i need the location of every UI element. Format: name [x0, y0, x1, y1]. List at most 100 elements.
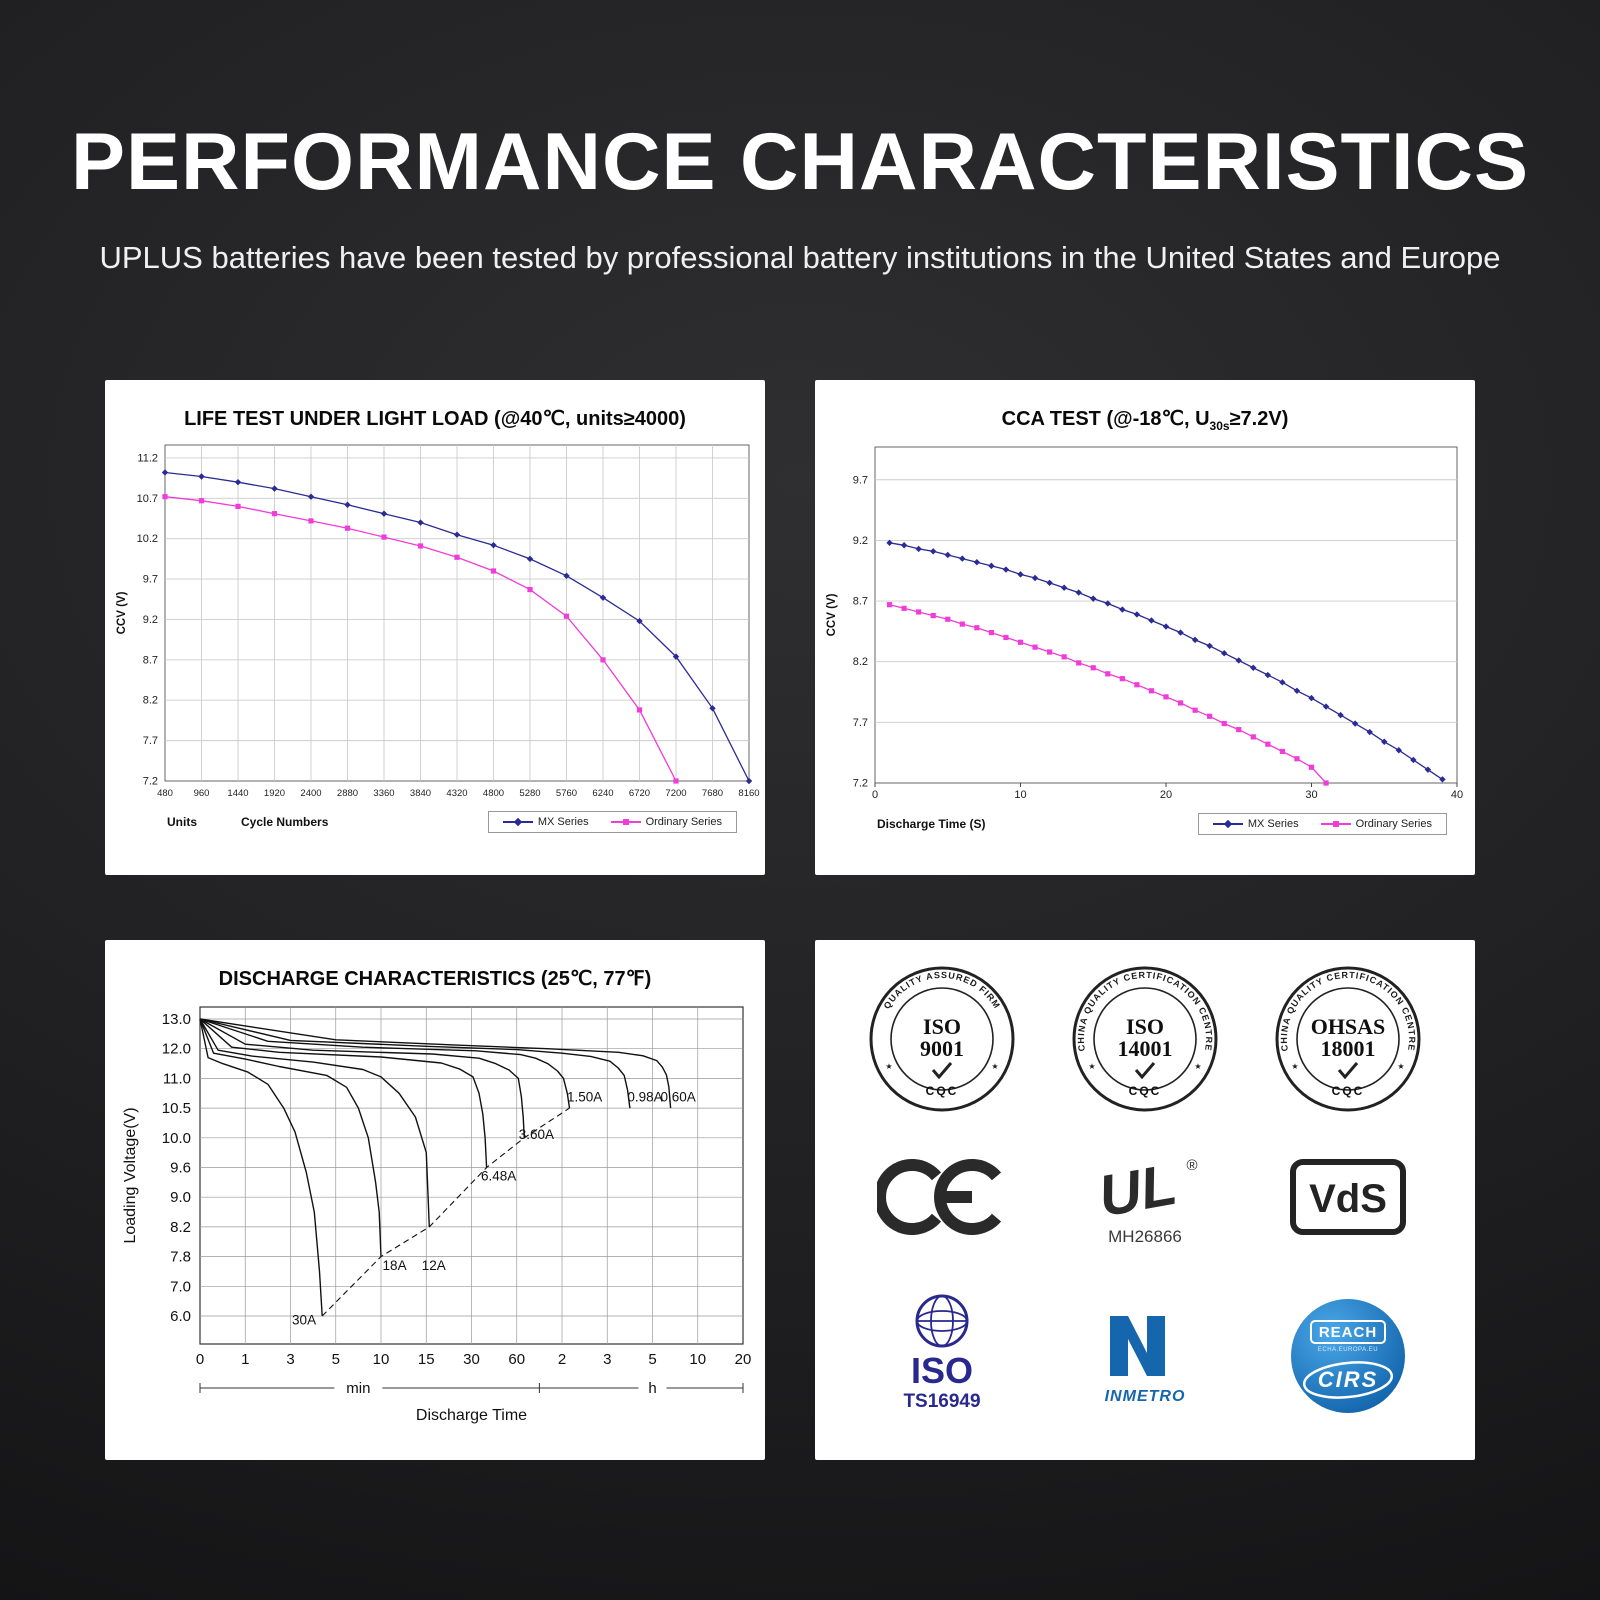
cca-x-axis-label: Discharge Time (S)	[877, 817, 986, 831]
svg-text:18001: 18001	[1320, 1036, 1375, 1061]
svg-text:30A: 30A	[292, 1312, 316, 1327]
svg-text:OHSAS: OHSAS	[1310, 1014, 1385, 1039]
iso-14001-seal-icon: CHINA QUALITY CERTIFICATION CENTREISO140…	[1072, 966, 1218, 1112]
cert-iso-ts16949: ISO TS16949	[872, 1291, 1012, 1426]
svg-text:3.60A: 3.60A	[519, 1127, 554, 1142]
svg-text:10.7: 10.7	[137, 493, 158, 505]
discharge-chart-title: DISCHARGE CHARACTERISTICS (25℃, 77℉)	[218, 968, 652, 990]
svg-text:12A: 12A	[422, 1258, 446, 1273]
cca-test-chart: 7.2 7.7 8.2 8.7 9.2 9.7 0 10 20 30 40 CCV (V)	[826, 446, 1463, 801]
legend-label: MX Series	[537, 816, 589, 828]
svg-text:min: min	[346, 1380, 370, 1397]
svg-text:INMETRO: INMETRO	[1105, 1388, 1186, 1405]
legend-item-mx-series: MX Series	[502, 816, 589, 828]
vds-mark-icon: VdS	[1289, 1159, 1406, 1236]
life-test-panel: LIFE TEST UNDER LIGHT LOAD (@40℃, units≥…	[105, 380, 765, 875]
svg-text:1440: 1440	[227, 788, 248, 799]
svg-text:h: h	[648, 1380, 656, 1397]
svg-text:7.7: 7.7	[853, 717, 868, 729]
inmetro-logo-icon: INMETRO	[1105, 1316, 1186, 1405]
svg-text:30: 30	[463, 1351, 480, 1368]
page-subtitle: UPLUS batteries have been tested by prof…	[99, 240, 1501, 275]
svg-text:12.0: 12.0	[162, 1041, 191, 1058]
legend-label: Ordinary Series	[645, 816, 722, 828]
svg-text:8.7: 8.7	[853, 596, 868, 608]
life-x-axis-unit-label: Units	[167, 815, 197, 829]
life-axis-row: Units Cycle Numbers MX Series Ordinary S…	[105, 811, 765, 833]
page-title: PERFORMANCE CHARACTERISTICS	[70, 117, 1530, 207]
svg-text:7.2: 7.2	[853, 778, 868, 790]
ordinary-series-marker-icon	[1320, 819, 1351, 829]
svg-text:ISO: ISO	[1126, 1014, 1164, 1039]
svg-text:QUALITY ASSURED FIRM: QUALITY ASSURED FIRM	[882, 970, 1003, 1011]
svg-text:3: 3	[286, 1351, 294, 1368]
svg-text:5: 5	[332, 1351, 340, 1368]
svg-text:6720: 6720	[629, 788, 650, 799]
svg-text:UL: UL	[1094, 1152, 1181, 1229]
svg-text:8.2: 8.2	[170, 1219, 191, 1236]
cca-test-panel: CCA TEST (@-18℃, U30s≥7.2V) 7.2 7.7 8.2 8.7…	[815, 380, 1475, 875]
svg-text:0: 0	[196, 1351, 204, 1368]
svg-text:10: 10	[373, 1351, 390, 1368]
cert-inmetro: INMETRO	[1075, 1301, 1215, 1416]
svg-text:20: 20	[735, 1351, 752, 1368]
svg-text:10: 10	[1014, 789, 1026, 801]
mx-series-marker-icon	[502, 817, 533, 827]
svg-text:★: ★	[1397, 1062, 1404, 1071]
svg-text:2: 2	[558, 1351, 566, 1368]
svg-text:★: ★	[1291, 1062, 1298, 1071]
svg-text:6.48A: 6.48A	[481, 1168, 516, 1183]
certifications-panel: QUALITY ASSURED FIRM ISO 9001 CQC ★ ★ CHINA Q…	[815, 940, 1475, 1460]
svg-text:Loading Voltage(V): Loading Voltage(V)	[122, 1107, 139, 1243]
svg-text:9.0: 9.0	[170, 1189, 191, 1206]
svg-text:8160: 8160	[738, 788, 759, 799]
cca-axis-row: Discharge Time (S) MX Series Ordinary Se…	[815, 813, 1475, 835]
svg-text:13.0: 13.0	[162, 1011, 191, 1028]
svg-text:3360: 3360	[373, 788, 394, 799]
svg-text:★: ★	[1194, 1062, 1201, 1071]
svg-text:40: 40	[1451, 789, 1463, 801]
svg-text:0.60A: 0.60A	[661, 1089, 696, 1104]
svg-text:6240: 6240	[592, 788, 613, 799]
ul-mark-icon: UL ® MH26866	[1094, 1152, 1198, 1246]
svg-text:★: ★	[886, 1062, 893, 1071]
svg-text:7200: 7200	[665, 788, 686, 799]
cert-iso-14001: CHINA QUALITY CERTIFICATION CENTRE ISO 140…	[1070, 964, 1220, 1119]
svg-text:7.8: 7.8	[170, 1249, 191, 1266]
svg-text:60: 60	[508, 1351, 525, 1368]
ordinary-series-marker-icon	[610, 817, 641, 827]
svg-text:10: 10	[689, 1351, 706, 1368]
svg-text:9.6: 9.6	[170, 1160, 191, 1177]
ohsas-18001-seal-icon: CHINA QUALITY CERTIFICATION CENTREOHSAS1…	[1275, 966, 1421, 1112]
svg-text:8.7: 8.7	[143, 654, 158, 666]
cert-vds: VdS	[1283, 1154, 1413, 1245]
svg-text:TS16949: TS16949	[904, 1391, 981, 1412]
svg-text:CQC: CQC	[926, 1084, 959, 1098]
mx-series-marker-icon	[1212, 819, 1243, 829]
life-test-chart-title: LIFE TEST UNDER LIGHT LOAD (@40℃, units≥…	[184, 408, 686, 430]
legend-label: MX Series	[1247, 818, 1299, 830]
certifications-grid: QUALITY ASSURED FIRM ISO 9001 CQC ★ ★ CHINA Q…	[815, 940, 1475, 1460]
cca-chart-title: CCA TEST (@-18℃, U30s≥7.2V)	[1001, 408, 1289, 433]
svg-text:7.0: 7.0	[170, 1278, 191, 1295]
svg-text:CQC: CQC	[1331, 1084, 1364, 1098]
svg-text:2880: 2880	[337, 788, 358, 799]
svg-text:10.0: 10.0	[162, 1130, 191, 1147]
svg-text:Discharge Time: Discharge Time	[416, 1407, 527, 1424]
svg-text:6.0: 6.0	[170, 1308, 191, 1325]
svg-text:7.2: 7.2	[143, 776, 158, 788]
svg-text:10.2: 10.2	[137, 533, 158, 545]
svg-text:8.2: 8.2	[853, 656, 868, 668]
svg-text:30: 30	[1305, 789, 1317, 801]
svg-text:11.2: 11.2	[137, 452, 158, 464]
svg-text:5760: 5760	[556, 788, 577, 799]
iso-ts16949-icon: ISO TS16949	[904, 1294, 981, 1412]
svg-text:REACH: REACH	[1318, 1324, 1376, 1341]
cert-ohsas-18001: CHINA QUALITY CERTIFICATION CENTRE OHSAS 1…	[1273, 964, 1423, 1119]
discharge-chart: 0 1 3 5 10 15 30 60 2 3 5 10 20 6.0 7.0 7.8 8.2 9.0 9.6 10.…	[122, 1006, 752, 1424]
cert-ul: UL ® MH26866	[1070, 1142, 1220, 1257]
svg-text:9.2: 9.2	[143, 614, 158, 626]
svg-text:4800: 4800	[483, 788, 504, 799]
